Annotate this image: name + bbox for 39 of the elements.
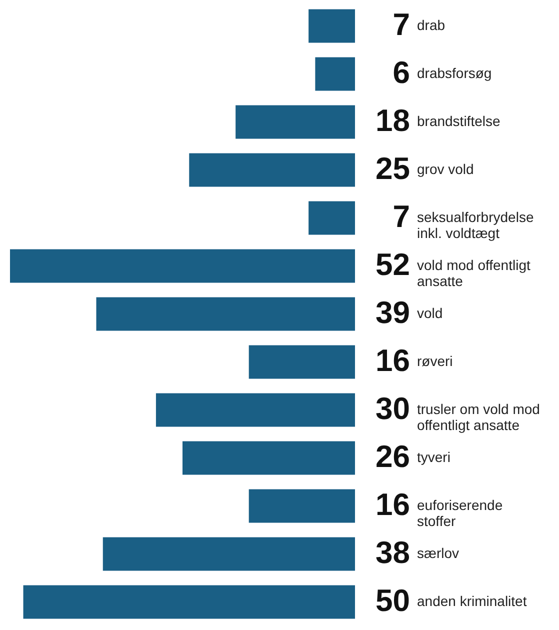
bar: [156, 393, 355, 427]
bar: [308, 9, 355, 43]
y-tick-label: seksualforbrydelse inkl. voldtægt: [417, 209, 534, 241]
data-label: 25: [376, 151, 410, 186]
y-tick-label: røveri: [417, 353, 453, 369]
bar: [182, 441, 355, 475]
bar: [248, 345, 355, 379]
data-label: 26: [376, 439, 410, 474]
data-label: 16: [376, 343, 410, 378]
y-tick-label: anden kriminalitet: [417, 593, 527, 609]
y-tick-label: trusler om vold mod offentligt ansatte: [417, 401, 540, 433]
y-tick-label: tyveri: [417, 449, 450, 465]
y-tick-label: drabsforsøg: [417, 65, 492, 81]
data-label: 16: [376, 487, 410, 522]
bar: [308, 201, 355, 235]
data-label: 50: [376, 583, 410, 618]
bar: [10, 249, 355, 283]
bar: [315, 57, 355, 91]
y-tick-label: grov vold: [417, 161, 474, 177]
y-tick-label: brandstiftelse: [417, 113, 500, 129]
data-label: 30: [376, 391, 410, 426]
bar: [102, 537, 355, 571]
bar: [189, 153, 355, 187]
data-label: 7: [392, 7, 410, 42]
bar: [236, 105, 355, 139]
bar: [96, 297, 355, 331]
bar: [23, 585, 355, 619]
y-tick-label: euforiserende stoffer: [417, 497, 503, 529]
y-tick-label: særlov: [417, 545, 460, 561]
data-label: 52: [376, 247, 410, 282]
bar: [248, 489, 355, 523]
data-label: 38: [376, 535, 410, 570]
y-tick-label: vold mod offentligt ansatte: [417, 257, 530, 289]
data-label: 39: [376, 295, 410, 330]
data-label: 18: [376, 103, 410, 138]
data-label: 6: [392, 55, 410, 90]
data-label: 7: [392, 199, 410, 234]
y-tick-label: drab: [417, 17, 446, 33]
y-tick-label: vold: [417, 305, 443, 321]
